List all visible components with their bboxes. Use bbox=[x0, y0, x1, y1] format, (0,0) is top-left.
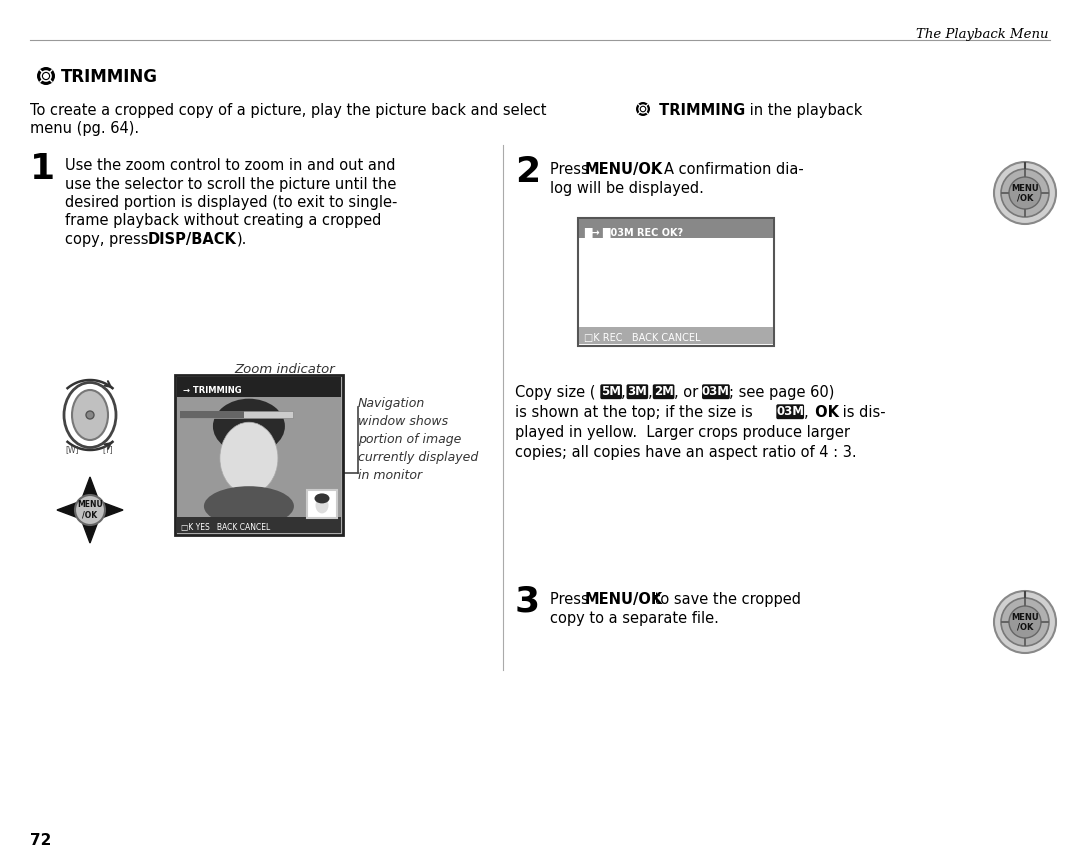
Text: 72: 72 bbox=[30, 833, 52, 848]
Text: menu (pg. 64).: menu (pg. 64). bbox=[30, 121, 139, 136]
Text: Press: Press bbox=[550, 162, 593, 177]
Text: [W]: [W] bbox=[65, 445, 79, 454]
Circle shape bbox=[639, 105, 647, 113]
Ellipse shape bbox=[314, 494, 329, 504]
Ellipse shape bbox=[315, 497, 328, 513]
Text: is dis-: is dis- bbox=[838, 405, 886, 420]
FancyBboxPatch shape bbox=[579, 327, 773, 344]
Text: 03M: 03M bbox=[702, 386, 730, 398]
FancyBboxPatch shape bbox=[600, 385, 621, 398]
Text: desired portion is displayed (to exit to single-: desired portion is displayed (to exit to… bbox=[65, 195, 397, 210]
Text: DISP/BACK: DISP/BACK bbox=[148, 232, 237, 247]
Circle shape bbox=[75, 495, 105, 525]
FancyBboxPatch shape bbox=[777, 405, 804, 419]
Text: TRIMMING: TRIMMING bbox=[654, 103, 745, 118]
Text: ,: , bbox=[804, 405, 808, 420]
Circle shape bbox=[37, 67, 55, 85]
Text: 1: 1 bbox=[30, 152, 55, 186]
Text: use the selector to scroll the picture until the: use the selector to scroll the picture u… bbox=[65, 176, 396, 191]
Circle shape bbox=[640, 106, 645, 111]
Polygon shape bbox=[82, 522, 98, 543]
Text: copy, press: copy, press bbox=[65, 232, 153, 247]
FancyBboxPatch shape bbox=[177, 517, 341, 533]
Text: □K REC   BACK CANCEL: □K REC BACK CANCEL bbox=[584, 333, 701, 343]
Text: → TRIMMING: → TRIMMING bbox=[183, 386, 242, 395]
Text: , or: , or bbox=[674, 385, 698, 400]
Text: played in yellow.  Larger crops produce larger: played in yellow. Larger crops produce l… bbox=[515, 425, 850, 440]
Polygon shape bbox=[102, 502, 123, 518]
Text: 3: 3 bbox=[515, 585, 540, 619]
FancyBboxPatch shape bbox=[703, 385, 729, 398]
FancyBboxPatch shape bbox=[653, 385, 674, 398]
FancyBboxPatch shape bbox=[180, 411, 293, 418]
Text: ; see page 60): ; see page 60) bbox=[729, 385, 835, 400]
Circle shape bbox=[994, 591, 1056, 653]
Text: OK: OK bbox=[810, 405, 839, 420]
FancyBboxPatch shape bbox=[175, 375, 343, 535]
Text: MENU
/OK: MENU /OK bbox=[1011, 613, 1039, 631]
FancyBboxPatch shape bbox=[177, 377, 341, 397]
Text: 2M: 2M bbox=[653, 386, 674, 398]
Text: □K YES   BACK CANCEL: □K YES BACK CANCEL bbox=[181, 523, 270, 532]
Text: copy to a separate file.: copy to a separate file. bbox=[550, 611, 719, 626]
Circle shape bbox=[1001, 169, 1049, 217]
Circle shape bbox=[994, 162, 1056, 224]
Text: Press: Press bbox=[550, 592, 593, 607]
Text: ,: , bbox=[648, 385, 652, 400]
Ellipse shape bbox=[213, 399, 285, 454]
Text: Zoom indicator: Zoom indicator bbox=[234, 363, 335, 376]
Ellipse shape bbox=[72, 390, 108, 440]
Ellipse shape bbox=[220, 422, 278, 494]
Text: copies; all copies have an aspect ratio of 4 : 3.: copies; all copies have an aspect ratio … bbox=[515, 445, 856, 460]
Circle shape bbox=[1009, 177, 1041, 209]
Text: The Playback Menu: The Playback Menu bbox=[916, 28, 1048, 41]
Text: is shown at the top; if the size is: is shown at the top; if the size is bbox=[515, 405, 753, 420]
Text: MENU/OK: MENU/OK bbox=[585, 162, 663, 177]
Circle shape bbox=[1009, 606, 1041, 638]
Text: MENU/OK: MENU/OK bbox=[585, 592, 663, 607]
Text: 03M: 03M bbox=[777, 405, 805, 418]
Text: 5M: 5M bbox=[602, 386, 621, 398]
Circle shape bbox=[1001, 598, 1049, 646]
Text: 3M: 3M bbox=[627, 386, 647, 398]
Text: Use the zoom control to zoom in and out and: Use the zoom control to zoom in and out … bbox=[65, 158, 395, 173]
Text: log will be displayed.: log will be displayed. bbox=[550, 181, 704, 196]
Polygon shape bbox=[57, 502, 79, 518]
Text: Copy size (: Copy size ( bbox=[515, 385, 595, 400]
FancyBboxPatch shape bbox=[579, 219, 773, 238]
FancyBboxPatch shape bbox=[180, 411, 244, 418]
Polygon shape bbox=[82, 477, 98, 499]
Text: ).: ). bbox=[237, 232, 247, 247]
Circle shape bbox=[636, 102, 650, 116]
Text: To create a cropped copy of a picture, play the picture back and select: To create a cropped copy of a picture, p… bbox=[30, 103, 546, 118]
Text: █→ █03M REC OK?: █→ █03M REC OK? bbox=[584, 228, 684, 238]
FancyBboxPatch shape bbox=[627, 385, 648, 398]
FancyBboxPatch shape bbox=[177, 377, 341, 533]
Circle shape bbox=[43, 73, 49, 79]
Text: MENU
/OK: MENU /OK bbox=[1011, 184, 1039, 203]
Circle shape bbox=[86, 411, 94, 419]
Text: ,: , bbox=[621, 385, 626, 400]
Text: frame playback without creating a cropped: frame playback without creating a croppe… bbox=[65, 214, 381, 229]
Text: .  A confirmation dia-: . A confirmation dia- bbox=[650, 162, 804, 177]
Text: Navigation
window shows
portion of image
currently displayed
in monitor: Navigation window shows portion of image… bbox=[357, 397, 478, 482]
Text: MENU
/OK: MENU /OK bbox=[77, 500, 103, 520]
Text: [T]: [T] bbox=[103, 445, 113, 454]
Text: TRIMMING: TRIMMING bbox=[60, 68, 158, 86]
FancyBboxPatch shape bbox=[307, 490, 337, 518]
Text: 2: 2 bbox=[515, 155, 540, 189]
Text: to save the cropped: to save the cropped bbox=[650, 592, 801, 607]
Text: in the playback: in the playback bbox=[745, 103, 862, 118]
Ellipse shape bbox=[204, 486, 294, 526]
Circle shape bbox=[41, 71, 51, 81]
FancyBboxPatch shape bbox=[578, 218, 774, 346]
